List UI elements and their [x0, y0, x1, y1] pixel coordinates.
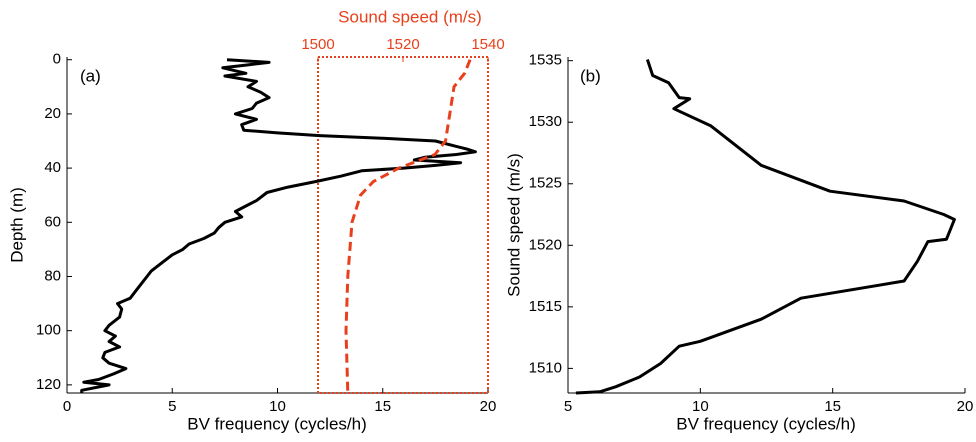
x-tick-label: 0: [63, 398, 71, 415]
data-line: [80, 58, 477, 393]
y-tick-label: 120: [36, 376, 61, 393]
y-axis-label: Sound speed (m/s): [504, 153, 523, 297]
y-tick-label: 1525: [529, 175, 562, 192]
y-tick-label: 100: [36, 322, 61, 339]
x2-tick-label: 1520: [386, 36, 419, 53]
x-tick-label: 10: [269, 398, 286, 415]
y-tick-label: 1520: [529, 236, 562, 253]
y-tick-label: 1530: [529, 113, 562, 130]
x-tick-label: 15: [374, 398, 391, 415]
top-axis-box: [317, 56, 489, 394]
y-tick-label: 1515: [529, 298, 562, 315]
y-axis-label: Depth (m): [7, 187, 26, 263]
y-tick-label: 1535: [529, 52, 562, 69]
x-tick-label: 20: [480, 398, 497, 415]
x2-tick-label: 1540: [471, 36, 504, 53]
x-tick-label: 20: [957, 398, 974, 415]
x-axis-label: BV frequency (cycles/h): [187, 414, 367, 433]
x-tick-label: 5: [168, 398, 176, 415]
data-line: [575, 59, 956, 395]
panel-label: (a): [80, 66, 101, 85]
x-tick-label: 5: [564, 398, 572, 415]
data-line: [344, 59, 472, 394]
panel-label: (b): [580, 66, 601, 85]
y-tick-label: 40: [44, 159, 61, 176]
y-tick-label: 20: [44, 105, 61, 122]
y-tick-label: 0: [53, 51, 61, 68]
x-tick-label: 10: [692, 398, 709, 415]
y-tick-label: 1510: [529, 359, 562, 376]
x-tick-label: 15: [824, 398, 841, 415]
y-tick-label: 60: [44, 213, 61, 230]
x2-tick-label: 1500: [301, 36, 334, 53]
top-axis-label: Sound speed (m/s): [338, 7, 482, 26]
y-tick-label: 80: [44, 267, 61, 284]
x-axis-label: BV frequency (cycles/h): [676, 414, 856, 433]
